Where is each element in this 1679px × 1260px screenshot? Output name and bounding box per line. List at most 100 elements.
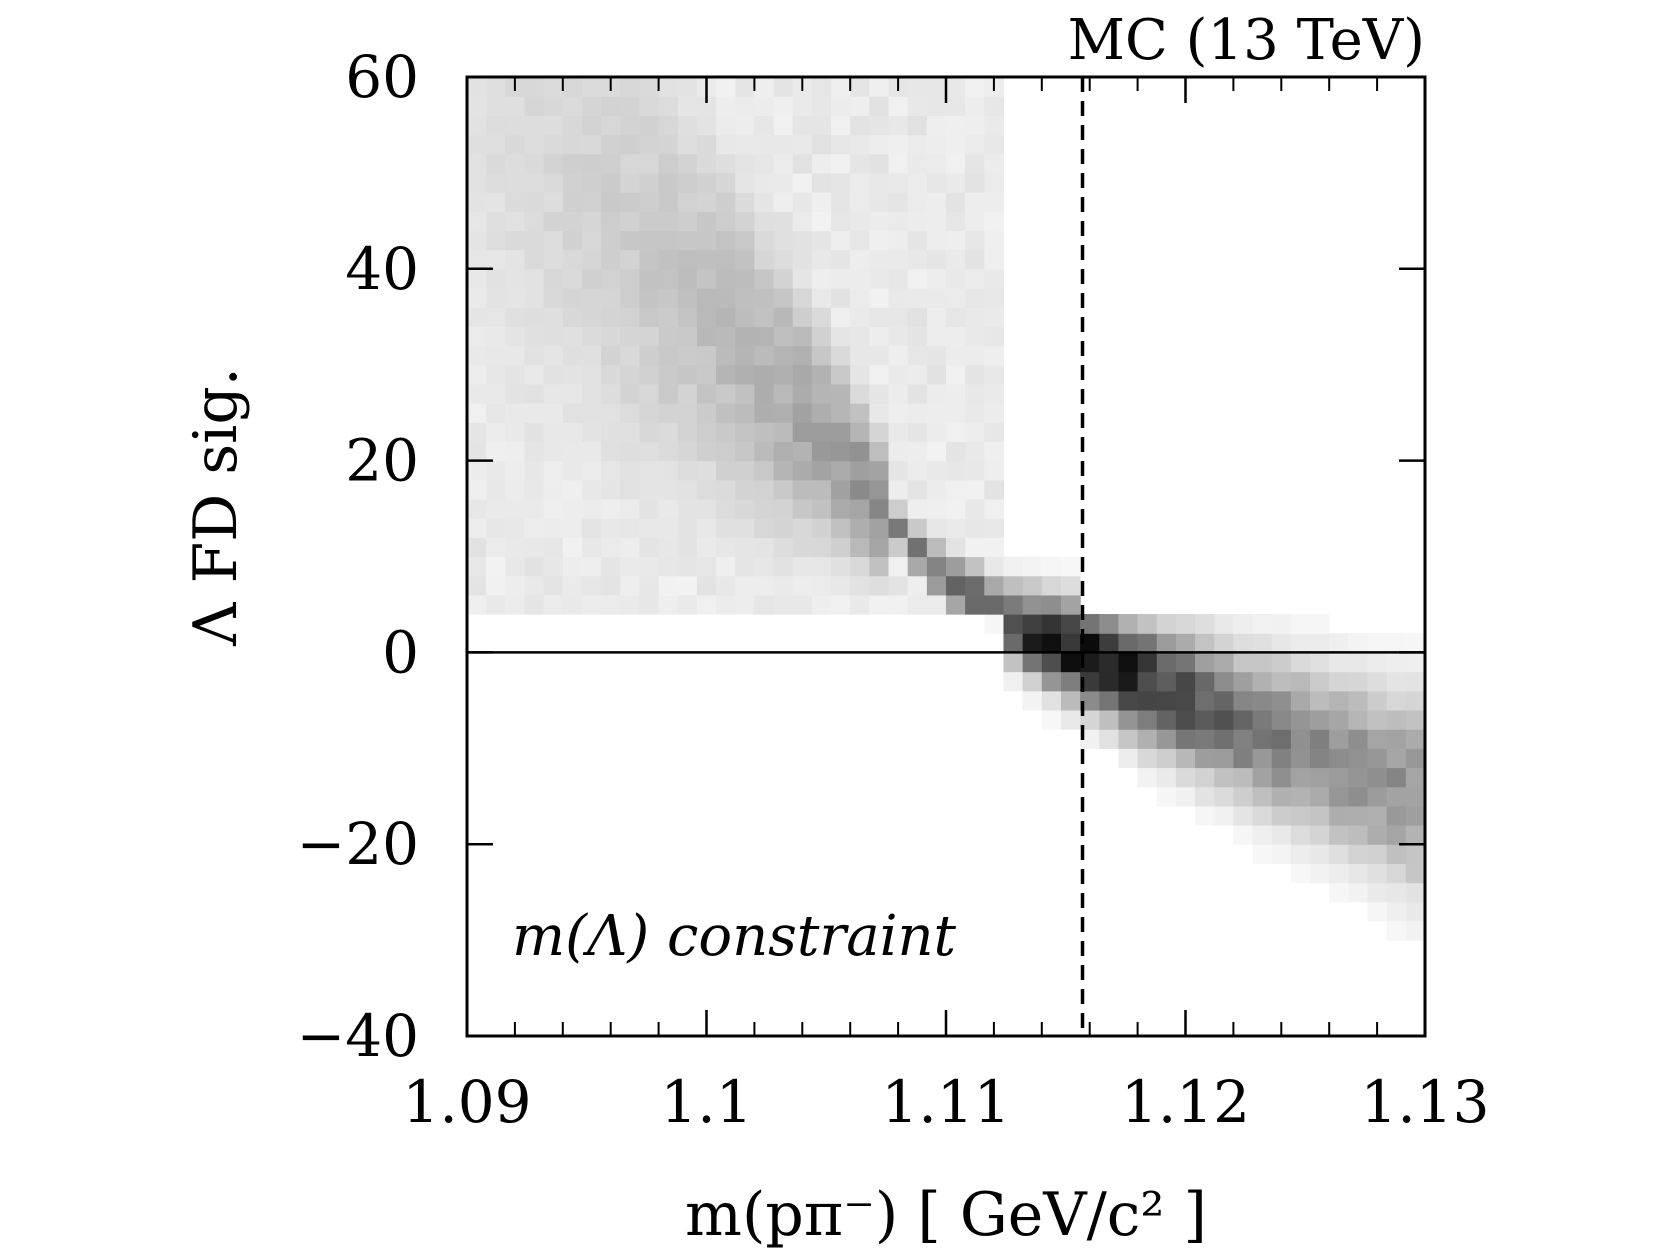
heatmap-cell bbox=[926, 422, 947, 443]
heatmap-cell bbox=[524, 153, 545, 174]
heatmap-cell bbox=[1310, 786, 1330, 807]
heatmap-cell bbox=[946, 441, 966, 462]
heatmap-cell bbox=[831, 518, 851, 538]
heatmap-cell bbox=[1386, 882, 1407, 903]
heatmap-cell bbox=[1329, 767, 1349, 788]
heatmap-cell bbox=[888, 287, 909, 308]
heatmap-cell bbox=[907, 460, 928, 481]
heatmap-cell bbox=[792, 230, 813, 251]
heatmap-cell bbox=[850, 594, 870, 615]
heatmap-cell bbox=[984, 518, 1005, 538]
heatmap-cell bbox=[1137, 652, 1158, 673]
heatmap-cell bbox=[696, 326, 717, 347]
heatmap-cell bbox=[639, 403, 660, 423]
heatmap-cell bbox=[543, 383, 564, 404]
heatmap-cell bbox=[907, 96, 928, 116]
heatmap-cell bbox=[831, 556, 851, 577]
heatmap-cell bbox=[850, 326, 870, 347]
heatmap-cell bbox=[696, 211, 717, 232]
heatmap-cell bbox=[562, 287, 583, 308]
heatmap-cell bbox=[888, 556, 909, 577]
heatmap-cell bbox=[754, 441, 775, 462]
heatmap-cell bbox=[907, 153, 928, 174]
heatmap-cell bbox=[773, 172, 794, 193]
heatmap-cell bbox=[1405, 709, 1426, 730]
heatmap-cell bbox=[773, 307, 794, 327]
heatmap-cell bbox=[658, 307, 679, 327]
heatmap-cell bbox=[716, 153, 736, 174]
heatmap-cell bbox=[562, 249, 583, 270]
heatmap-cell bbox=[1386, 920, 1407, 941]
heatmap-cell bbox=[1271, 786, 1292, 807]
heatmap-cell bbox=[1175, 633, 1196, 653]
heatmap-cell bbox=[486, 268, 506, 289]
heatmap-cell bbox=[773, 556, 794, 577]
heatmap-cell bbox=[754, 115, 775, 136]
heatmap-cell bbox=[1214, 614, 1234, 634]
heatmap-cell bbox=[984, 537, 1005, 558]
heatmap-cell bbox=[965, 249, 985, 270]
heatmap-cell bbox=[524, 518, 545, 538]
heatmap-cell bbox=[639, 345, 660, 366]
heatmap-cell bbox=[601, 383, 621, 404]
heatmap-cell bbox=[773, 249, 794, 270]
heatmap-cell bbox=[831, 77, 851, 97]
heatmap-cell bbox=[1405, 844, 1426, 864]
heatmap-cell bbox=[696, 268, 717, 289]
heatmap-cell bbox=[869, 422, 890, 443]
heatmap-cell bbox=[505, 518, 526, 538]
heatmap-cell bbox=[581, 537, 602, 558]
heatmap-cell bbox=[1386, 690, 1407, 711]
heatmap-cell bbox=[735, 556, 755, 577]
heatmap-cell bbox=[965, 498, 985, 519]
heatmap-cell bbox=[1329, 748, 1349, 769]
heatmap-cell bbox=[639, 498, 660, 519]
heatmap-cell bbox=[926, 192, 947, 212]
heatmap-cell bbox=[1195, 709, 1215, 730]
heatmap-cell bbox=[1329, 633, 1349, 653]
heatmap-cell bbox=[869, 326, 890, 347]
heatmap-cell bbox=[1195, 690, 1215, 711]
heatmap-cell bbox=[1080, 690, 1100, 711]
heatmap-cell bbox=[562, 345, 583, 366]
heatmap-cell bbox=[926, 153, 947, 174]
heatmap-cell bbox=[601, 537, 621, 558]
heatmap-cell bbox=[735, 364, 755, 385]
heatmap-cell bbox=[467, 307, 487, 327]
heatmap-cell bbox=[926, 594, 947, 615]
heatmap-cell bbox=[754, 153, 775, 174]
heatmap-cell bbox=[754, 556, 775, 577]
heatmap-cell bbox=[946, 403, 966, 423]
heatmap-cell bbox=[926, 345, 947, 366]
heatmap-cell bbox=[1233, 729, 1254, 749]
heatmap-cell bbox=[505, 249, 526, 270]
heatmap-cell bbox=[486, 134, 506, 155]
heatmap-cell bbox=[601, 441, 621, 462]
heatmap-cell bbox=[677, 287, 698, 308]
heatmap-cell bbox=[1329, 690, 1349, 711]
heatmap-cell bbox=[831, 383, 851, 404]
heatmap-cell bbox=[754, 364, 775, 385]
heatmap-cell bbox=[1386, 633, 1407, 653]
heatmap-cell bbox=[946, 153, 966, 174]
heatmap-cell bbox=[1329, 729, 1349, 749]
heatmap-cell bbox=[486, 153, 506, 174]
heatmap-cell bbox=[524, 211, 545, 232]
heatmap-cell bbox=[984, 326, 1005, 347]
heatmap-cell bbox=[601, 479, 621, 500]
heatmap-cell bbox=[505, 115, 526, 136]
heatmap-cells bbox=[467, 77, 1426, 941]
heatmap-cell bbox=[1329, 825, 1349, 845]
heatmap-cell bbox=[811, 326, 832, 347]
heatmap-cell bbox=[620, 134, 641, 155]
heatmap-cell bbox=[926, 268, 947, 289]
heatmap-cell bbox=[1386, 671, 1407, 692]
heatmap-cell bbox=[984, 307, 1005, 327]
heatmap-cell bbox=[639, 594, 660, 615]
heatmap-cell bbox=[1252, 671, 1273, 692]
y-tick-label: 20 bbox=[345, 427, 419, 495]
heatmap-cell bbox=[811, 403, 832, 423]
heatmap-cell bbox=[696, 594, 717, 615]
heatmap-cell bbox=[754, 326, 775, 347]
heatmap-cell bbox=[984, 594, 1005, 615]
